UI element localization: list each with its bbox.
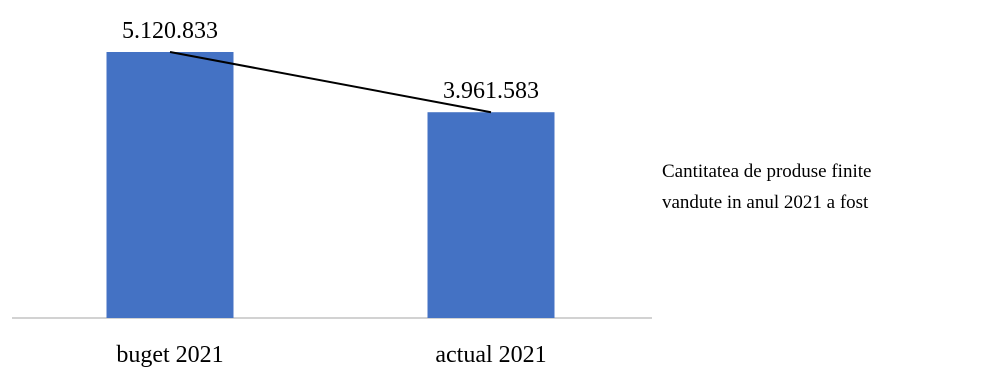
side-note-line-1: Cantitatea de produse finite xyxy=(662,161,872,182)
x-tick-label-2: actual 2021 xyxy=(435,342,546,368)
x-tick-label-1: buget 2021 xyxy=(116,342,223,368)
bar-1 xyxy=(106,52,234,318)
side-note: Cantitatea de produse finite vandute in … xyxy=(662,156,987,218)
bar-2 xyxy=(427,112,555,319)
bars-group xyxy=(106,52,555,319)
labels-group: 5.120.833 buget 2021 3.961.583 actual 2021 xyxy=(116,18,546,368)
data-label-2: 3.961.583 xyxy=(443,78,539,104)
data-label-1: 5.120.833 xyxy=(122,18,218,44)
connector-line xyxy=(169,51,492,114)
side-note-line-2: vandute in anul 2021 a fost xyxy=(662,192,869,213)
